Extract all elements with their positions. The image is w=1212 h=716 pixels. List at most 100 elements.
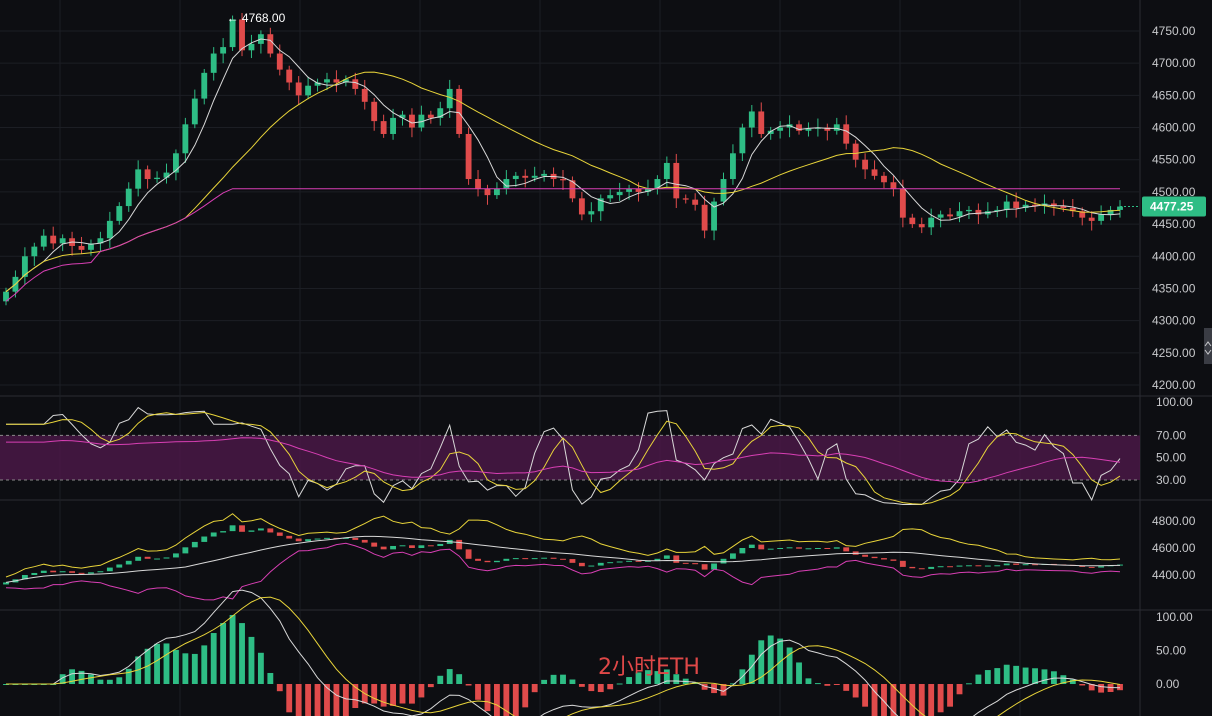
osc-histogram-bar bbox=[1069, 679, 1076, 684]
last-price-text: 4477.25 bbox=[1150, 200, 1194, 214]
candle-body bbox=[1098, 214, 1105, 221]
candle-body bbox=[267, 34, 274, 54]
boll-candle bbox=[843, 547, 850, 552]
candle-body bbox=[890, 182, 897, 189]
osc-histogram-bar bbox=[314, 684, 321, 716]
boll-candle bbox=[881, 558, 887, 560]
candle-body bbox=[154, 177, 160, 180]
osc-histogram-bar bbox=[59, 674, 66, 684]
boll-candle bbox=[626, 560, 633, 562]
boll-candle bbox=[210, 532, 217, 537]
osc-histogram-bar bbox=[984, 670, 991, 684]
boll-candle bbox=[1079, 565, 1086, 567]
candle-body bbox=[31, 246, 38, 257]
osc-histogram-bar bbox=[512, 684, 519, 716]
candle-body bbox=[739, 127, 746, 154]
boll-candle bbox=[796, 547, 802, 549]
price-tick-label: 4550.00 bbox=[1152, 153, 1196, 167]
candle-body bbox=[1022, 204, 1029, 208]
candle-body bbox=[645, 188, 651, 192]
osc-histogram-bar bbox=[1079, 684, 1086, 686]
osc-tick-label: 50.00 bbox=[1156, 644, 1186, 658]
osc-histogram-bar bbox=[881, 684, 887, 716]
last-price-box bbox=[1142, 196, 1206, 217]
boll-candle bbox=[966, 565, 972, 567]
candle-body bbox=[59, 238, 66, 244]
candle-body bbox=[1050, 203, 1057, 207]
boll-candle bbox=[588, 565, 595, 567]
price-tick-label: 4300.00 bbox=[1152, 314, 1196, 328]
osc-histogram-bar bbox=[673, 674, 680, 684]
osc-histogram-bar bbox=[409, 684, 415, 704]
candle-body bbox=[711, 201, 717, 231]
osc-histogram-bar bbox=[286, 684, 293, 713]
osc-histogram-bar bbox=[852, 684, 859, 698]
indicator-lines bbox=[5, 38, 1121, 716]
candle-body bbox=[1107, 209, 1114, 215]
rsi-tick-label: 70.00 bbox=[1156, 428, 1186, 442]
candle-body bbox=[40, 235, 47, 247]
ma-mid-line bbox=[5, 71, 1121, 293]
candle-body bbox=[1060, 206, 1067, 208]
candle-body bbox=[295, 82, 302, 96]
candle-body bbox=[871, 169, 878, 176]
osc-histogram-bar bbox=[616, 683, 623, 685]
candle-body bbox=[654, 179, 661, 189]
osc-histogram-bar bbox=[748, 654, 755, 684]
osc-histogram-bar bbox=[824, 684, 831, 686]
candle-body bbox=[475, 179, 481, 189]
candle-body bbox=[1069, 208, 1076, 212]
price-tick-label: 4750.00 bbox=[1152, 24, 1196, 38]
osc-histogram-bar bbox=[484, 684, 491, 712]
boll-candle bbox=[531, 558, 538, 560]
candle-body bbox=[1032, 204, 1038, 207]
osc-histogram-bar bbox=[937, 684, 944, 713]
panel-collapse-icon[interactable] bbox=[1204, 328, 1212, 364]
candle-body bbox=[597, 198, 604, 212]
osc-histogram-bar bbox=[210, 633, 217, 684]
candle-body bbox=[635, 188, 642, 192]
osc-histogram-bar bbox=[106, 679, 113, 684]
osc-histogram-bar bbox=[843, 684, 850, 691]
osc-signal-line bbox=[6, 596, 1121, 716]
boll-candle bbox=[1117, 564, 1123, 566]
candle-body bbox=[399, 114, 406, 118]
boll-candle bbox=[569, 559, 576, 563]
boll-candle bbox=[635, 560, 642, 562]
candle-body bbox=[862, 159, 869, 170]
candle-body bbox=[220, 47, 227, 54]
candle-body bbox=[616, 191, 623, 196]
candle-body bbox=[390, 117, 396, 134]
boll-candle bbox=[248, 530, 255, 532]
candle-body bbox=[456, 88, 463, 134]
candle-body bbox=[1117, 206, 1123, 210]
candle-body bbox=[333, 79, 340, 83]
boll-candle bbox=[31, 572, 38, 575]
boll-candle bbox=[862, 554, 869, 557]
rsi-band bbox=[0, 434, 1140, 481]
osc-histogram-bar bbox=[116, 677, 123, 684]
osc-histogram-bar bbox=[446, 669, 453, 684]
boll-candle bbox=[578, 562, 585, 567]
boll-candle bbox=[116, 564, 123, 568]
osc-histogram-bar bbox=[1013, 665, 1020, 684]
candle-body bbox=[578, 198, 585, 215]
candle-body bbox=[833, 124, 840, 131]
osc-histogram-bar bbox=[918, 684, 925, 716]
osc-histogram-bar bbox=[191, 653, 198, 684]
candle-body bbox=[569, 180, 576, 199]
candle-body bbox=[21, 256, 28, 277]
candle-body bbox=[484, 188, 491, 196]
boll-candle bbox=[229, 525, 236, 532]
candle-body bbox=[418, 114, 425, 128]
osc-histogram-bar bbox=[1022, 667, 1029, 684]
boll-mid-line bbox=[5, 535, 1121, 583]
osc-histogram-bar bbox=[257, 652, 264, 684]
boll-candle bbox=[833, 547, 840, 549]
boll-candle bbox=[899, 560, 906, 567]
osc-histogram-bar bbox=[399, 684, 406, 704]
osc-histogram-bar bbox=[465, 684, 472, 686]
